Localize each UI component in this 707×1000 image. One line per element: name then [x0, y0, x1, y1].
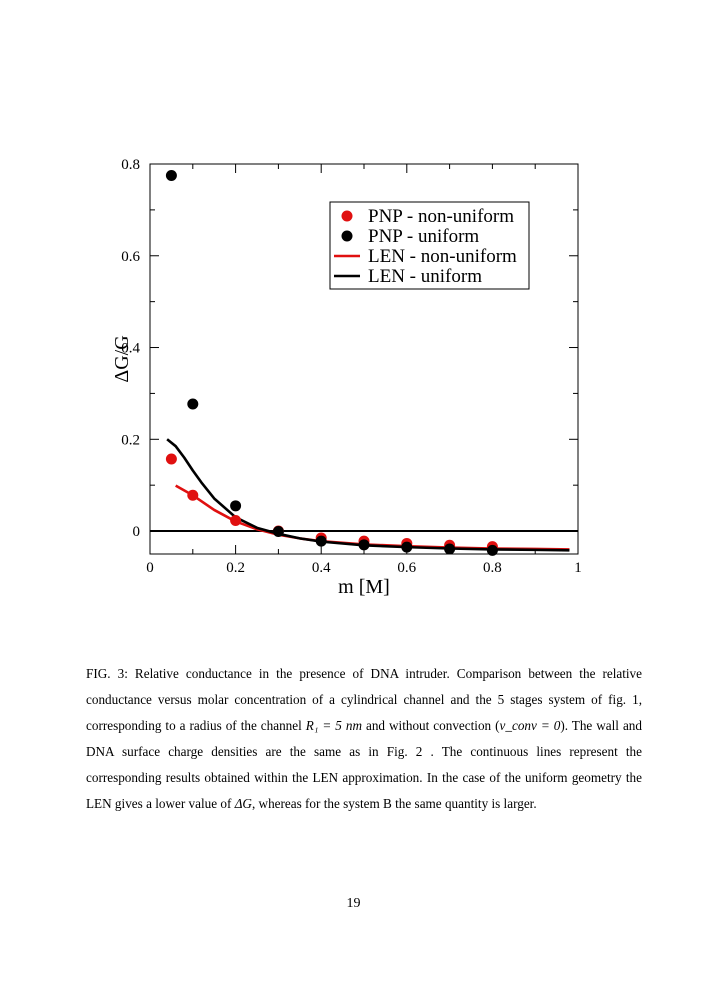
- data-point-pnp-uniform: [187, 398, 199, 410]
- data-point-pnp-non-uniform: [165, 453, 177, 465]
- y-tick-label: 0.6: [121, 249, 140, 265]
- data-point-pnp-uniform: [315, 535, 327, 547]
- data-point-pnp-uniform: [165, 169, 177, 181]
- legend-swatch-pnp-non-uniform: [341, 210, 353, 222]
- legend-label-pnp-uniform: PNP - uniform: [368, 226, 479, 247]
- y-tick-label: 0.2: [121, 432, 140, 448]
- y-tick-label: 0.4: [121, 341, 140, 357]
- legend-box: [329, 201, 530, 290]
- chart-points: [165, 169, 498, 556]
- data-point-pnp-uniform: [486, 544, 498, 556]
- figure-caption: FIG. 3: Relative conductance in the pres…: [86, 661, 642, 817]
- caption-label: FIG. 3:: [86, 666, 128, 681]
- data-point-pnp-non-uniform: [187, 489, 199, 501]
- data-point-pnp-uniform: [358, 539, 370, 551]
- x-tick-label: 1: [574, 560, 582, 576]
- x-tick-label: 0.2: [226, 560, 245, 576]
- chart-lines: [166, 438, 570, 552]
- data-point-pnp-uniform: [230, 500, 242, 512]
- x-tick-label: 0.8: [483, 560, 502, 576]
- caption-math-conv: v_conv = 0: [499, 718, 561, 733]
- legend-label-len-non-uniform: LEN - non-uniform: [368, 246, 517, 267]
- caption-text-3: ). The wall and DNA surface charge densi…: [86, 718, 642, 811]
- x-tick-label: 0: [146, 560, 154, 576]
- y-tick-label: 0: [133, 524, 141, 540]
- data-point-pnp-uniform: [272, 526, 284, 538]
- caption-text-4: , whereas for the system B the same quan…: [251, 796, 537, 811]
- legend-swatch-pnp-uniform: [341, 230, 353, 242]
- x-axis-label: m [M]: [338, 576, 390, 598]
- legend-label-len-uniform: LEN - uniform: [368, 266, 482, 287]
- series-line-len-uniform: [166, 438, 570, 552]
- caption-text-2: and without convection (: [362, 718, 500, 733]
- caption-text-1: Relative conductance in the presence of …: [86, 666, 643, 733]
- figure-3-chart: 0 0.2 0.4 0.6 0.8 1 0 0.2 0.4 0.6 0.8 m [M] ΔG/G P…: [111, 157, 582, 598]
- data-point-pnp-uniform: [444, 543, 456, 555]
- y-tick-label: 0.8: [121, 157, 140, 173]
- caption-math-dg: ΔG: [234, 796, 252, 811]
- page-number: 19: [346, 896, 361, 911]
- y-axis-label: ΔG/G: [111, 335, 133, 382]
- data-point-pnp-uniform: [401, 541, 413, 553]
- data-point-pnp-non-uniform: [230, 515, 242, 527]
- caption-math-radius: R₁ = 5 nm: [305, 718, 362, 733]
- x-tick-label: 0.4: [312, 560, 331, 576]
- legend-label-pnp-non-uniform: PNP - non-uniform: [368, 206, 514, 227]
- x-tick-label: 0.6: [397, 560, 416, 576]
- axis-tick-labels: 0 0.2 0.4 0.6 0.8 1 0 0.2 0.4 0.6 0.8: [121, 157, 582, 576]
